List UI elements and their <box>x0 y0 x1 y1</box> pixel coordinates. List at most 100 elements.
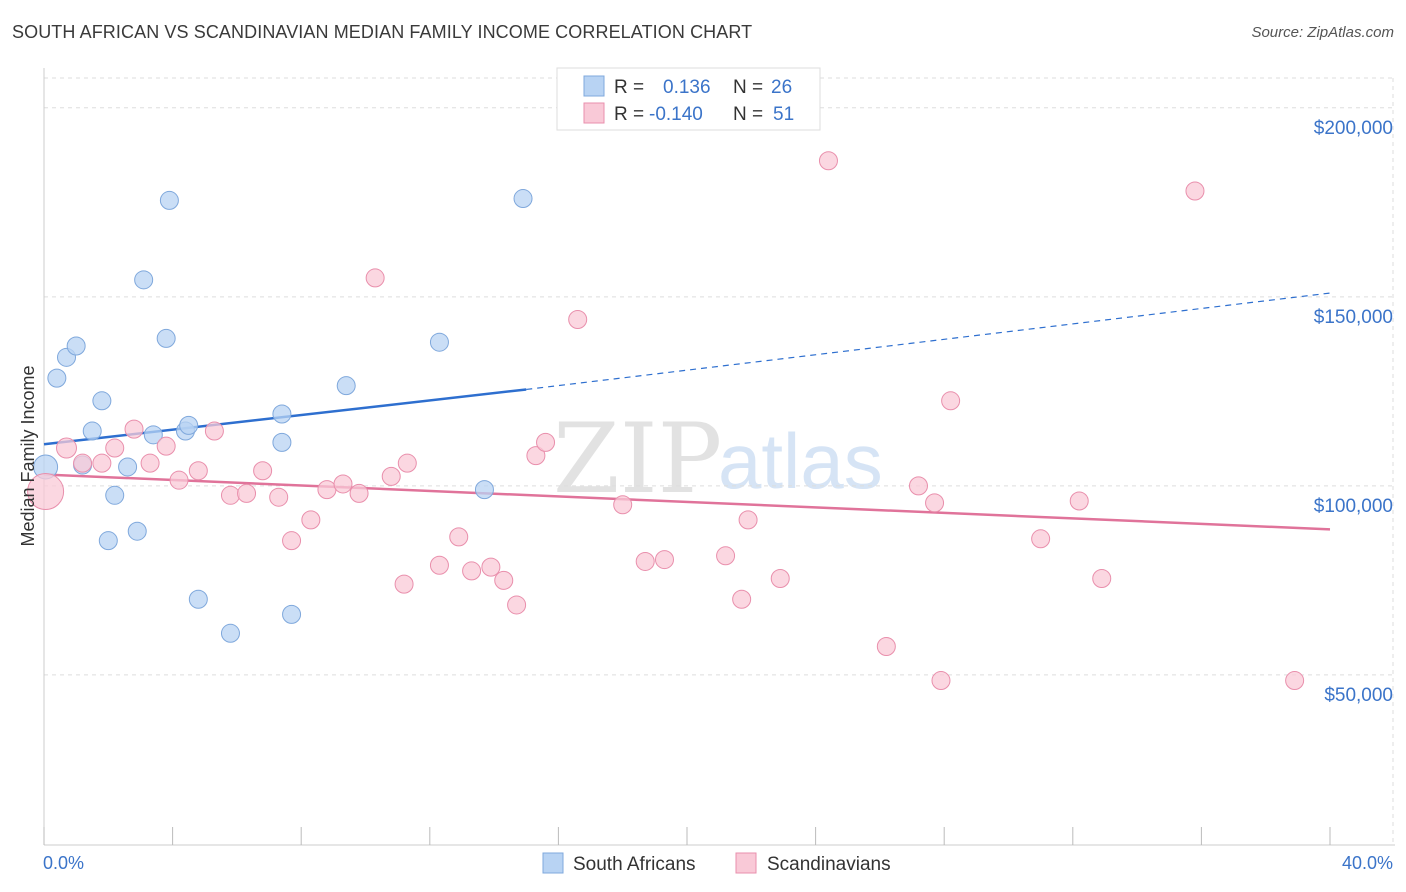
bottom-legend-label: South Africans <box>573 854 696 875</box>
scandinavian-point <box>1092 568 1112 588</box>
south-african-point <box>82 421 102 441</box>
scandinavian-point <box>654 550 674 570</box>
scandinavian-point <box>481 557 501 577</box>
scandinavian-point <box>317 480 337 500</box>
scandinavian-point <box>397 453 417 473</box>
scandinavian-point <box>92 453 112 473</box>
scandinavian-point <box>253 461 273 481</box>
bottom-legend: South Africans Scandinavians <box>542 852 891 875</box>
legend-r-value: 0.136 <box>663 77 711 98</box>
south-african-point <box>66 336 86 356</box>
scandinavian-point <box>941 391 961 411</box>
scandinavian-point <box>188 461 208 481</box>
x-tick-labels: 0.0% 40.0% <box>43 853 1393 873</box>
scandinavian-point <box>220 485 240 505</box>
south-african-point <box>513 189 533 209</box>
legend-n-label: N = <box>733 104 763 125</box>
scandinavian-point <box>394 574 414 594</box>
scandinavian-point <box>449 527 469 547</box>
scandinavian-point <box>568 310 588 330</box>
legend-r-label: R = <box>614 77 644 98</box>
scandinavian-point <box>1069 491 1089 511</box>
scandinavian-point <box>876 637 896 657</box>
scandinavian-point <box>925 493 945 513</box>
south-african-point <box>47 368 67 388</box>
legend-n-value: 51 <box>773 104 794 125</box>
y-tick-label: $200,000 <box>1314 118 1393 139</box>
bottom-legend-swatch-pink <box>735 852 757 874</box>
scandinavian-point <box>269 487 289 507</box>
south-african-point <box>159 190 179 210</box>
scandinavian-point <box>1185 181 1205 201</box>
scandinavian-point <box>770 568 790 588</box>
x-tick-label: 0.0% <box>43 853 84 873</box>
y-tick-label: $150,000 <box>1314 307 1393 328</box>
scandinavian-point <box>536 432 556 452</box>
legend-swatch-pink <box>583 102 605 124</box>
south-african-point <box>105 485 125 505</box>
south-african-point <box>98 531 118 551</box>
scandinavian-point <box>156 436 176 456</box>
south-african-trend-extension <box>526 292 1331 391</box>
watermark-atlas: atlas <box>718 417 883 505</box>
y-tick-label: $50,000 <box>1324 685 1393 706</box>
x-tick-label: 40.0% <box>1342 853 1393 873</box>
legend-n-label: N = <box>733 77 763 98</box>
legend-r-value: -0.140 <box>649 104 703 125</box>
south-african-point <box>143 425 163 445</box>
scandinavian-trend-line <box>43 473 1331 531</box>
scandinavian-point <box>204 421 224 441</box>
scandinavian-point <box>282 531 302 551</box>
scandinavian-point <box>169 470 189 490</box>
scandinavian-point <box>613 495 633 515</box>
scandinavian-point <box>56 437 78 459</box>
scandinavian-point <box>738 510 758 530</box>
scandinavian-point <box>526 446 546 466</box>
scandinavian-point <box>301 510 321 530</box>
south-african-point <box>272 404 292 424</box>
south-african-point <box>156 328 176 348</box>
scandinavian-point <box>507 595 527 615</box>
chart-title: SOUTH AFRICAN VS SCANDINAVIAN MEDIAN FAM… <box>12 22 753 42</box>
scandinavian-point <box>365 268 385 288</box>
legend-swatch-blue <box>583 75 605 97</box>
scandinavian-point <box>349 483 369 503</box>
scandinavian-point <box>494 570 514 590</box>
bottom-legend-label: Scandinavians <box>767 854 891 875</box>
south-african-point <box>429 332 449 352</box>
scandinavian-point <box>27 473 65 511</box>
south-african-point <box>188 589 208 609</box>
scandinavian-point <box>908 476 928 496</box>
south-african-point <box>272 432 292 452</box>
south-african-point <box>127 521 147 541</box>
legend: R = 0.136 N = 26 R = -0.140 N = 51 <box>556 67 821 131</box>
scandinavian-point <box>429 555 449 575</box>
scandinavian-point <box>462 561 482 581</box>
scandinavian-point <box>381 466 401 486</box>
legend-r-label: R = <box>614 104 644 125</box>
scandinavian-point <box>1031 529 1051 549</box>
y-axis-label: Median Family Income <box>18 365 38 546</box>
data-points <box>27 151 1305 691</box>
scandinavian-point <box>732 589 752 609</box>
y-tick-label: $100,000 <box>1314 496 1393 517</box>
scandinavian-point <box>73 453 93 473</box>
source-label: Source: ZipAtlas.com <box>1251 24 1394 41</box>
scandinavian-point <box>931 671 951 691</box>
scandinavian-point <box>105 438 125 458</box>
south-african-point <box>220 623 240 643</box>
south-african-point <box>474 480 494 500</box>
south-african-point <box>282 604 302 624</box>
scandinavian-point <box>140 453 160 473</box>
legend-n-value: 26 <box>771 77 792 98</box>
scandinavian-point <box>237 483 257 503</box>
scandinavian-point <box>333 474 353 494</box>
scandinavian-point <box>124 419 144 439</box>
south-african-point <box>134 270 154 290</box>
y-tick-labels: $50,000 $100,000 $150,000 $200,000 <box>1314 118 1393 706</box>
south-african-point <box>118 457 138 477</box>
bottom-legend-swatch-blue <box>542 852 564 874</box>
scandinavian-point <box>1285 671 1305 691</box>
scandinavian-point <box>818 151 838 171</box>
